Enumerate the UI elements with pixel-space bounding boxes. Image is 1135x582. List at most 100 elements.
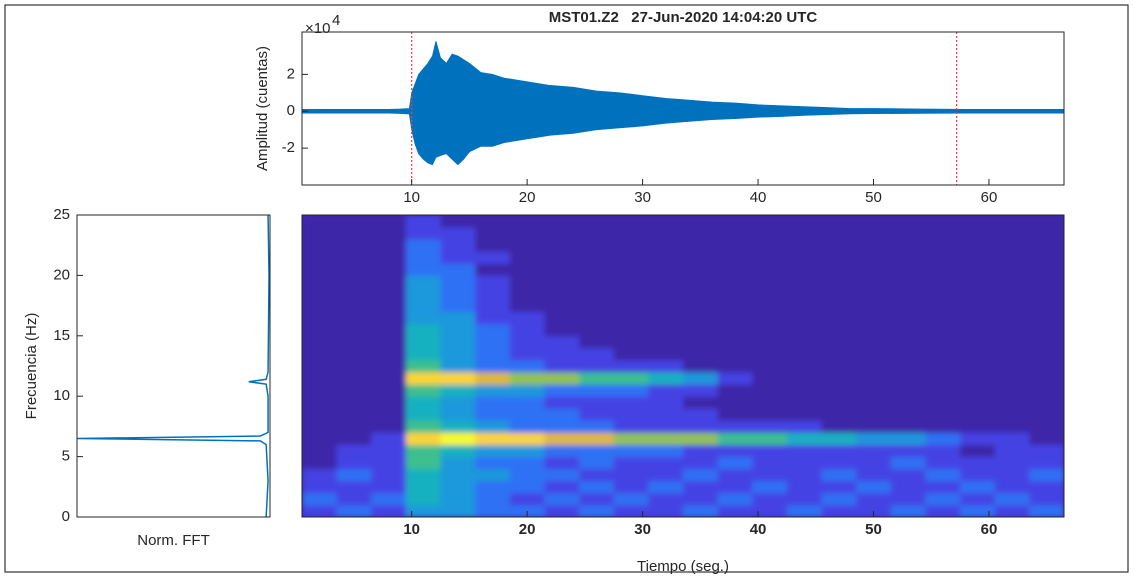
spectrogram-cell bbox=[302, 420, 338, 433]
spectrogram-cell bbox=[890, 239, 926, 252]
spectrogram-cell bbox=[475, 480, 511, 494]
spectrogram-cell bbox=[509, 287, 545, 301]
spectrogram-cell bbox=[717, 299, 753, 313]
spectrogram-cell bbox=[475, 299, 511, 313]
spectrogram-cell bbox=[509, 263, 545, 276]
spectrogram-cell bbox=[579, 492, 615, 506]
spectrogram-cell bbox=[890, 480, 926, 494]
spectrogram-cell bbox=[648, 468, 684, 482]
spectrogram-cell bbox=[890, 468, 926, 482]
waveform-area bbox=[302, 41, 1064, 112]
spectrogram-cell bbox=[544, 311, 580, 325]
spectrogram-cell bbox=[890, 408, 926, 421]
fft-line bbox=[76, 215, 270, 518]
spectrogram-cell bbox=[544, 227, 580, 240]
spectrogram-cell bbox=[960, 359, 996, 373]
spectrogram-cell bbox=[440, 215, 476, 228]
spectrogram-cell bbox=[821, 384, 857, 397]
spectrogram-cell bbox=[683, 227, 719, 240]
spectrogram-cell bbox=[890, 492, 926, 506]
spectrogram-cell bbox=[371, 287, 407, 301]
spectrogram-cell bbox=[960, 311, 996, 325]
spectrogram-cell bbox=[856, 359, 892, 373]
spectrogram-cell bbox=[440, 287, 476, 301]
spectrogram-cell bbox=[544, 372, 580, 385]
spectrogram-cell bbox=[440, 432, 476, 446]
spectrogram-cell bbox=[890, 275, 926, 288]
spectrogram-cell bbox=[821, 372, 857, 385]
spectrogram-cell bbox=[960, 444, 996, 458]
spectrogram-cell bbox=[475, 251, 511, 264]
spectrogram-cell bbox=[683, 347, 719, 361]
spectrogram-cell bbox=[613, 408, 649, 421]
spectrogram-cell bbox=[509, 468, 545, 482]
spectrogram-cell bbox=[1029, 492, 1064, 506]
spectrogram-cell bbox=[648, 372, 684, 385]
spectrogram-cell bbox=[683, 215, 719, 228]
spectrogram-cell bbox=[821, 335, 857, 349]
spectrogram-cell bbox=[1029, 347, 1064, 361]
spectrogram-cell bbox=[371, 396, 407, 409]
spectrogram-cell bbox=[440, 263, 476, 276]
spectrogram-cell bbox=[509, 335, 545, 349]
spectrogram-cell bbox=[994, 347, 1030, 361]
axes-box bbox=[76, 214, 271, 518]
spectrogram-cell bbox=[648, 444, 684, 458]
spectrogram-cell bbox=[752, 335, 788, 349]
spectrogram-cell bbox=[613, 287, 649, 301]
spectrogram-cell bbox=[302, 408, 338, 421]
spectrogram-cell bbox=[302, 215, 338, 228]
spectrogram-cell bbox=[440, 275, 476, 288]
spectrogram-cell bbox=[890, 287, 926, 301]
spectrogram-cell bbox=[786, 335, 823, 349]
spectrogram-cell bbox=[717, 275, 753, 288]
spectrogram-cell bbox=[856, 372, 892, 385]
spectrogram-cell bbox=[371, 432, 407, 446]
spectrogram-cell bbox=[613, 239, 649, 252]
spectrogram-cell bbox=[509, 359, 545, 373]
spectrogram-cell bbox=[302, 347, 338, 361]
y-tick-label: 10 bbox=[53, 387, 70, 404]
spectrogram-cell bbox=[371, 372, 407, 385]
spectrogram-cell bbox=[405, 239, 442, 252]
spectrogram-cell bbox=[544, 275, 580, 288]
spectrogram-cell bbox=[579, 359, 615, 373]
spectrogram-cell bbox=[683, 323, 719, 337]
spectrogram-cell bbox=[648, 215, 684, 228]
spectrogram-cell bbox=[648, 275, 684, 288]
spectrogram-cell bbox=[890, 444, 926, 458]
spectrogram-cell bbox=[786, 504, 823, 517]
spectrogram-cell bbox=[544, 263, 580, 276]
spectrogram-cell bbox=[302, 359, 338, 373]
spectrogram-cell bbox=[579, 504, 615, 517]
spectrogram-cell bbox=[1029, 384, 1064, 397]
spectrogram-cell bbox=[821, 359, 857, 373]
x-tick-label: 60 bbox=[981, 189, 998, 206]
spectrogram-cell bbox=[648, 239, 684, 252]
spectrogram-cell bbox=[371, 263, 407, 276]
spectrogram-cell bbox=[856, 335, 892, 349]
spectrogram-cell bbox=[994, 227, 1030, 240]
spectrogram-cell bbox=[544, 215, 580, 228]
spectrogram-cell bbox=[1029, 275, 1064, 288]
spectrogram-cell bbox=[856, 251, 892, 264]
spectrogram-cell bbox=[890, 227, 926, 240]
spectrogram-cell bbox=[786, 420, 823, 433]
spectrogram-cell bbox=[821, 480, 857, 494]
spectrogram-cell bbox=[579, 335, 615, 349]
spectrogram-cell bbox=[752, 263, 788, 276]
spectrogram-cell bbox=[994, 263, 1030, 276]
spectrogram-cell bbox=[786, 444, 823, 458]
spectrogram-cell bbox=[544, 359, 580, 373]
spectrogram-cell bbox=[302, 263, 338, 276]
spectrogram-cell bbox=[336, 299, 372, 313]
spectrogram-cell bbox=[475, 275, 511, 288]
spectrogram-cell bbox=[405, 504, 442, 517]
spectrogram-cell bbox=[405, 275, 442, 288]
spectrogram-cell bbox=[752, 299, 788, 313]
spectrogram-cell bbox=[405, 263, 442, 276]
axes-box bbox=[301, 214, 1065, 518]
spectrogram-cell bbox=[786, 468, 823, 482]
chart-title: MST01.Z2 27-Jun-2020 14:04:20 UTC bbox=[549, 9, 818, 26]
spectrogram-cell bbox=[994, 444, 1030, 458]
